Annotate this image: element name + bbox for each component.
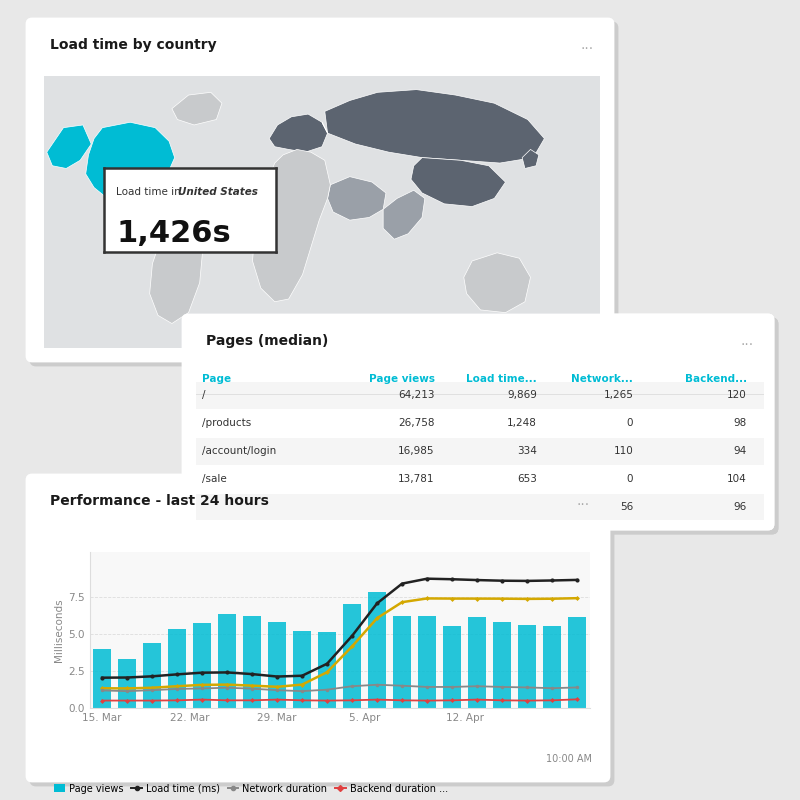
Text: 10:00 AM: 10:00 AM xyxy=(706,438,755,448)
Text: 94: 94 xyxy=(734,446,747,456)
Polygon shape xyxy=(411,158,506,206)
Bar xyxy=(196,382,764,409)
Bar xyxy=(218,614,236,708)
Text: 16,985: 16,985 xyxy=(398,446,434,456)
Text: 1,248: 1,248 xyxy=(507,418,537,428)
Bar xyxy=(343,604,361,708)
Bar xyxy=(393,616,411,708)
Text: 98: 98 xyxy=(734,418,747,428)
Text: /sale: /sale xyxy=(202,474,226,484)
Bar xyxy=(143,642,161,708)
Bar xyxy=(568,618,586,708)
Text: Backend...: Backend... xyxy=(685,374,747,384)
Text: 0: 0 xyxy=(627,474,634,484)
Bar xyxy=(168,630,186,708)
Text: Load time by country: Load time by country xyxy=(50,38,216,53)
Text: 0: 0 xyxy=(627,418,634,428)
Text: /products: /products xyxy=(202,418,251,428)
FancyBboxPatch shape xyxy=(598,362,762,390)
Polygon shape xyxy=(522,150,539,169)
Bar xyxy=(118,659,136,708)
Text: 9,869: 9,869 xyxy=(507,390,537,400)
Polygon shape xyxy=(46,125,91,169)
Polygon shape xyxy=(269,114,327,152)
Text: 1,265: 1,265 xyxy=(603,390,634,400)
Bar xyxy=(93,649,111,708)
Text: United States: United States xyxy=(178,186,258,197)
Text: 64,213: 64,213 xyxy=(398,390,434,400)
Bar xyxy=(418,616,436,708)
Polygon shape xyxy=(86,122,174,204)
Polygon shape xyxy=(327,177,386,220)
Bar xyxy=(368,592,386,708)
Text: Page views: Page views xyxy=(369,374,434,384)
Text: 56: 56 xyxy=(620,502,634,512)
Bar xyxy=(268,622,286,708)
Bar xyxy=(196,410,764,437)
Text: 26,758: 26,758 xyxy=(398,418,434,428)
Text: 110: 110 xyxy=(614,446,634,456)
Polygon shape xyxy=(253,150,330,302)
Polygon shape xyxy=(150,226,202,323)
FancyBboxPatch shape xyxy=(598,362,683,390)
Text: Load time in: Load time in xyxy=(116,186,184,197)
Text: Load time...: Load time... xyxy=(466,374,537,384)
Text: 1,426s: 1,426s xyxy=(116,219,230,248)
Polygon shape xyxy=(322,90,545,163)
Text: /account/login: /account/login xyxy=(202,446,276,456)
Bar xyxy=(196,494,764,521)
Bar xyxy=(493,622,511,708)
Text: 334: 334 xyxy=(517,446,537,456)
Polygon shape xyxy=(133,198,166,247)
Y-axis label: Milliseconds: Milliseconds xyxy=(54,598,64,662)
Polygon shape xyxy=(172,92,222,125)
Bar xyxy=(193,623,211,708)
Text: 13,781: 13,781 xyxy=(398,474,434,484)
Text: Network...: Network... xyxy=(571,374,634,384)
Text: 10:00 AM: 10:00 AM xyxy=(546,754,592,764)
Bar xyxy=(543,626,561,708)
Bar xyxy=(468,618,486,708)
Bar xyxy=(318,632,336,708)
Text: Performance - last 24 hours: Performance - last 24 hours xyxy=(50,494,269,509)
Text: 104: 104 xyxy=(727,474,747,484)
Text: ...: ... xyxy=(741,334,754,349)
Text: ...: ... xyxy=(577,494,590,509)
Text: 96: 96 xyxy=(734,502,747,512)
Polygon shape xyxy=(383,190,425,239)
Polygon shape xyxy=(464,253,530,313)
Bar xyxy=(243,616,261,708)
Bar xyxy=(196,466,764,493)
Bar xyxy=(196,438,764,465)
Text: 120: 120 xyxy=(727,390,747,400)
Bar xyxy=(518,625,536,708)
Bar xyxy=(443,626,461,708)
Text: ...: ... xyxy=(581,38,594,53)
Text: /: / xyxy=(202,390,205,400)
Text: 653: 653 xyxy=(517,474,537,484)
Legend: Page views, Load time (ms), Network duration, Backend duration ...: Page views, Load time (ms), Network dura… xyxy=(54,784,448,794)
Text: Page: Page xyxy=(202,374,231,384)
Text: Pages (median): Pages (median) xyxy=(206,334,328,349)
Bar xyxy=(293,630,311,708)
